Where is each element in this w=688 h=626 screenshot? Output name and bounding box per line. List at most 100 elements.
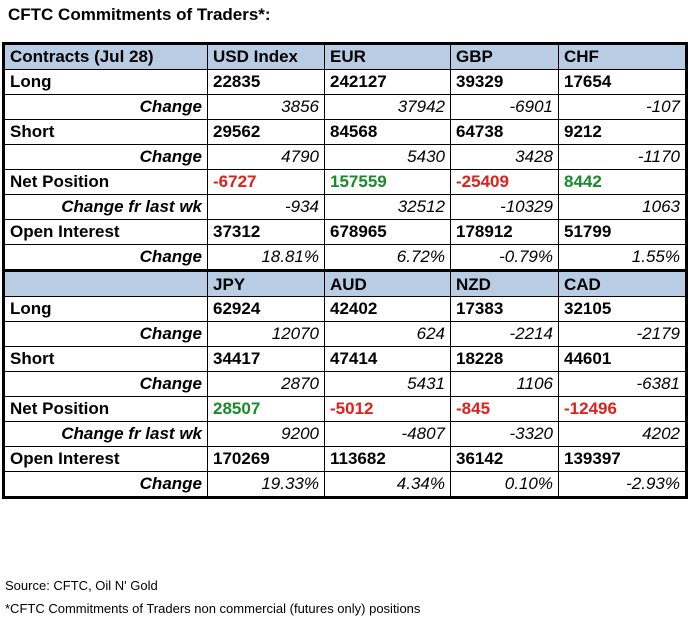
table-row-short-change: Change 4790 5430 3428 -1170 [2, 144, 688, 170]
cell-negative: -25409 [450, 169, 559, 195]
cell: 18228 [450, 346, 559, 372]
cell: 37942 [324, 94, 451, 120]
header-cell-gbp: GBP [450, 42, 559, 70]
cell: 3428 [450, 144, 559, 170]
cell: 4790 [207, 144, 325, 170]
row-label: Long [2, 296, 208, 322]
cell-positive: 28507 [207, 396, 325, 422]
cell: 170269 [207, 446, 325, 472]
cell: 5431 [324, 371, 451, 397]
cell: -2214 [450, 321, 559, 347]
cell: 242127 [324, 69, 451, 95]
cell: -2179 [558, 321, 688, 347]
row-label: Net Position [2, 169, 208, 195]
header-row: Contracts (Jul 28) USD Index EUR GBP CHF [2, 42, 688, 70]
table-row-net-change: Change fr last wk 9200 -4807 -3320 4202 [2, 421, 688, 447]
cell: -1170 [558, 144, 688, 170]
cell: 39329 [450, 69, 559, 95]
row-label: Change [2, 371, 208, 397]
header-cell [2, 269, 208, 297]
cell: -3320 [450, 421, 559, 447]
cell: 1106 [450, 371, 559, 397]
cell: 34417 [207, 346, 325, 372]
cell: 18.81% [207, 244, 325, 272]
cell: 44601 [558, 346, 688, 372]
row-label: Change fr last wk [2, 194, 208, 220]
header-row: JPY AUD NZD CAD [2, 269, 688, 297]
cell: 4.34% [324, 471, 451, 499]
header-cell-usd-index: USD Index [207, 42, 325, 70]
cell: 29562 [207, 119, 325, 145]
cell: 32512 [324, 194, 451, 220]
source-note: Source: CFTC, Oil N' Gold [5, 578, 158, 593]
row-label: Net Position [2, 396, 208, 422]
cell: 178912 [450, 219, 559, 245]
cell: 9212 [558, 119, 688, 145]
cell: 9200 [207, 421, 325, 447]
cell: 624 [324, 321, 451, 347]
cell: -2.93% [558, 471, 688, 499]
cell: 2870 [207, 371, 325, 397]
row-label: Change [2, 471, 208, 499]
cell: 19.33% [207, 471, 325, 499]
row-label: Change [2, 244, 208, 272]
table-row-open-interest: Open Interest 170269 113682 36142 139397 [2, 446, 688, 472]
cell: -6901 [450, 94, 559, 120]
cell: 139397 [558, 446, 688, 472]
header-cell: Contracts (Jul 28) [2, 42, 208, 70]
cell-negative: -845 [450, 396, 559, 422]
cell: 47414 [324, 346, 451, 372]
cell-negative: -12496 [558, 396, 688, 422]
cell: 3856 [207, 94, 325, 120]
cell-negative: -5012 [324, 396, 451, 422]
cell: 17383 [450, 296, 559, 322]
cell: 22835 [207, 69, 325, 95]
row-label: Change [2, 144, 208, 170]
cell: -0.79% [450, 244, 559, 272]
cell: 6.72% [324, 244, 451, 272]
table-row-long-change: Change 12070 624 -2214 -2179 [2, 321, 688, 347]
cell: 42402 [324, 296, 451, 322]
cell: -934 [207, 194, 325, 220]
header-cell-eur: EUR [324, 42, 451, 70]
cell: -6381 [558, 371, 688, 397]
header-cell-cad: CAD [558, 269, 688, 297]
table-row-short: Short 34417 47414 18228 44601 [2, 346, 688, 372]
cell: 62924 [207, 296, 325, 322]
table-row-short-change: Change 2870 5431 1106 -6381 [2, 371, 688, 397]
footnote: *CFTC Commitments of Traders non commerc… [5, 601, 421, 616]
cell: 64738 [450, 119, 559, 145]
cell: 4202 [558, 421, 688, 447]
table-row-open-interest: Open Interest 37312 678965 178912 51799 [2, 219, 688, 245]
cell: 1.55% [558, 244, 688, 272]
header-cell-chf: CHF [558, 42, 688, 70]
header-cell-aud: AUD [324, 269, 451, 297]
cell: 32105 [558, 296, 688, 322]
cell: 678965 [324, 219, 451, 245]
cell-negative: -6727 [207, 169, 325, 195]
row-label: Short [2, 346, 208, 372]
cot-table: Contracts (Jul 28) USD Index EUR GBP CHF… [2, 42, 688, 499]
row-label: Change [2, 94, 208, 120]
table-row-oi-change: Change 18.81% 6.72% -0.79% 1.55% [2, 244, 688, 272]
header-cell-nzd: NZD [450, 269, 559, 297]
cell: 17654 [558, 69, 688, 95]
table-row-oi-change: Change 19.33% 4.34% 0.10% -2.93% [2, 471, 688, 499]
table-row-long: Long 62924 42402 17383 32105 [2, 296, 688, 322]
table-row-net-change: Change fr last wk -934 32512 -10329 1063 [2, 194, 688, 220]
table-row-net-position: Net Position 28507 -5012 -845 -12496 [2, 396, 688, 422]
row-label: Long [2, 69, 208, 95]
cell: 84568 [324, 119, 451, 145]
cell: 1063 [558, 194, 688, 220]
cell: 37312 [207, 219, 325, 245]
cell: -107 [558, 94, 688, 120]
table-row-short: Short 29562 84568 64738 9212 [2, 119, 688, 145]
cell: 51799 [558, 219, 688, 245]
cell-positive: 157559 [324, 169, 451, 195]
cell: -10329 [450, 194, 559, 220]
cell-positive: 8442 [558, 169, 688, 195]
row-label: Open Interest [2, 446, 208, 472]
cell: 12070 [207, 321, 325, 347]
table-row-long: Long 22835 242127 39329 17654 [2, 69, 688, 95]
cell: -4807 [324, 421, 451, 447]
